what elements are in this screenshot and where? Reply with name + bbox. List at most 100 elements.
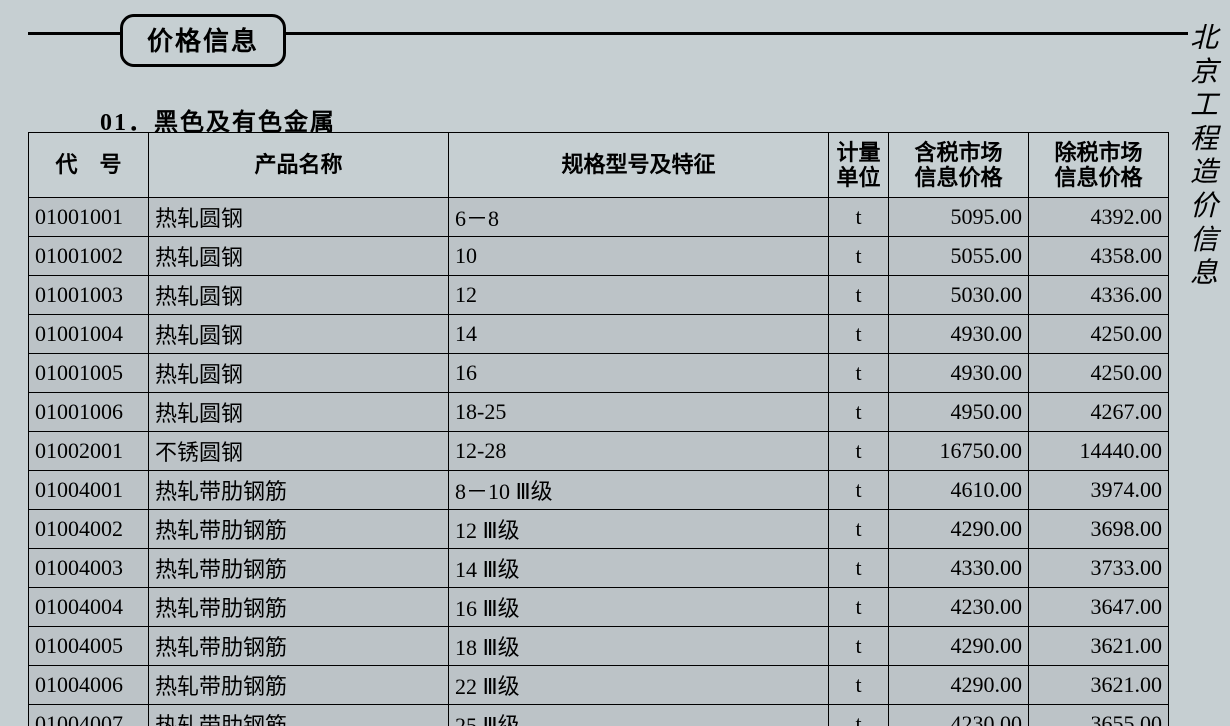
cell-spec: 25 Ⅲ级 [449, 705, 829, 726]
table-body: 01001001热轧圆钢6－8t5095.004392.0001001002热轧… [29, 198, 1169, 726]
cell-price-tax: 16750.00 [889, 432, 1029, 471]
cell-code: 01004006 [29, 666, 149, 705]
th-spec: 规格型号及特征 [449, 133, 829, 198]
vertical-title-char: 造 [1190, 156, 1216, 190]
table-row: 01001006热轧圆钢18-25t4950.004267.00 [29, 393, 1169, 432]
cell-price-tax: 4610.00 [889, 471, 1029, 510]
table-row: 01004005热轧带肋钢筋18 Ⅲ级t4290.003621.00 [29, 627, 1169, 666]
cell-price-notax: 4250.00 [1029, 354, 1169, 393]
cell-price-notax: 3974.00 [1029, 471, 1169, 510]
table-head: 代 号 产品名称 规格型号及特征 计量单位 含税市场信息价格 除税市场信息价格 [29, 133, 1169, 198]
cell-price-notax: 4358.00 [1029, 237, 1169, 276]
table-row: 01001004热轧圆钢14t4930.004250.00 [29, 315, 1169, 354]
cell-code: 01001001 [29, 198, 149, 237]
cell-code: 01001005 [29, 354, 149, 393]
cell-name: 热轧带肋钢筋 [149, 549, 449, 588]
cell-spec: 16 Ⅲ级 [449, 588, 829, 627]
vertical-title-char: 程 [1190, 123, 1216, 157]
cell-spec: 14 [449, 315, 829, 354]
vertical-title-char: 息 [1190, 257, 1216, 291]
cell-unit: t [829, 315, 889, 354]
cell-spec: 12 [449, 276, 829, 315]
th-code: 代 号 [29, 133, 149, 198]
cell-name: 不锈圆钢 [149, 432, 449, 471]
vertical-title-char: 北 [1190, 22, 1216, 56]
cell-name: 热轧带肋钢筋 [149, 471, 449, 510]
cell-price-tax: 4330.00 [889, 549, 1029, 588]
cell-price-notax: 4392.00 [1029, 198, 1169, 237]
cell-price-notax: 4336.00 [1029, 276, 1169, 315]
cell-spec: 18 Ⅲ级 [449, 627, 829, 666]
th-price-tax: 含税市场信息价格 [889, 133, 1029, 198]
cell-name: 热轧带肋钢筋 [149, 705, 449, 726]
page-root: { "background_color": "#c6cfd2", "row_ba… [0, 0, 1230, 726]
cell-unit: t [829, 276, 889, 315]
cell-name: 热轧带肋钢筋 [149, 627, 449, 666]
th-unit: 计量单位 [829, 133, 889, 198]
vertical-page-title: 北京工程造价信息 [1190, 22, 1216, 291]
cell-name: 热轧带肋钢筋 [149, 666, 449, 705]
cell-spec: 6－8 [449, 198, 829, 237]
cell-code: 01004001 [29, 471, 149, 510]
table-row: 01004006热轧带肋钢筋22 Ⅲ级t4290.003621.00 [29, 666, 1169, 705]
table-row: 01002001不锈圆钢12-28t16750.0014440.00 [29, 432, 1169, 471]
cell-code: 01002001 [29, 432, 149, 471]
cell-price-tax: 5055.00 [889, 237, 1029, 276]
vertical-title-char: 信 [1190, 224, 1216, 258]
cell-name: 热轧圆钢 [149, 276, 449, 315]
cell-price-tax: 4290.00 [889, 627, 1029, 666]
cell-code: 01004003 [29, 549, 149, 588]
cell-unit: t [829, 705, 889, 726]
cell-price-tax: 5095.00 [889, 198, 1029, 237]
cell-name: 热轧带肋钢筋 [149, 588, 449, 627]
cell-name: 热轧带肋钢筋 [149, 510, 449, 549]
cell-code: 01001003 [29, 276, 149, 315]
cell-price-tax: 4230.00 [889, 588, 1029, 627]
cell-spec: 8－10 Ⅲ级 [449, 471, 829, 510]
table-row: 01004007热轧带肋钢筋25 Ⅲ级t4230.003655.00 [29, 705, 1169, 726]
cell-price-tax: 4950.00 [889, 393, 1029, 432]
cell-name: 热轧圆钢 [149, 354, 449, 393]
cell-price-notax: 3621.00 [1029, 627, 1169, 666]
cell-spec: 12-28 [449, 432, 829, 471]
cell-spec: 18-25 [449, 393, 829, 432]
cell-unit: t [829, 198, 889, 237]
cell-name: 热轧圆钢 [149, 315, 449, 354]
table-row: 01004002热轧带肋钢筋12 Ⅲ级t4290.003698.00 [29, 510, 1169, 549]
cell-unit: t [829, 432, 889, 471]
vertical-title-char: 工 [1190, 89, 1216, 123]
cell-unit: t [829, 666, 889, 705]
th-price-notax: 除税市场信息价格 [1029, 133, 1169, 198]
cell-unit: t [829, 627, 889, 666]
th-name: 产品名称 [149, 133, 449, 198]
cell-unit: t [829, 354, 889, 393]
price-table: 代 号 产品名称 规格型号及特征 计量单位 含税市场信息价格 除税市场信息价格 … [28, 132, 1169, 726]
cell-unit: t [829, 588, 889, 627]
cell-spec: 22 Ⅲ级 [449, 666, 829, 705]
cell-price-tax: 4290.00 [889, 666, 1029, 705]
cell-code: 01001006 [29, 393, 149, 432]
cell-price-tax: 4230.00 [889, 705, 1029, 726]
table-row: 01001002热轧圆钢10t5055.004358.00 [29, 237, 1169, 276]
table-row: 01001001热轧圆钢6－8t5095.004392.00 [29, 198, 1169, 237]
cell-price-notax: 4250.00 [1029, 315, 1169, 354]
cell-price-notax: 3621.00 [1029, 666, 1169, 705]
cell-code: 01004004 [29, 588, 149, 627]
table-row: 01001005热轧圆钢16t4930.004250.00 [29, 354, 1169, 393]
cell-spec: 12 Ⅲ级 [449, 510, 829, 549]
cell-code: 01001004 [29, 315, 149, 354]
cell-price-notax: 4267.00 [1029, 393, 1169, 432]
cell-name: 热轧圆钢 [149, 393, 449, 432]
cell-code: 01001002 [29, 237, 149, 276]
cell-price-notax: 14440.00 [1029, 432, 1169, 471]
cell-unit: t [829, 471, 889, 510]
cell-price-notax: 3647.00 [1029, 588, 1169, 627]
tab-label: 价格信息 [120, 14, 286, 67]
cell-price-notax: 3655.00 [1029, 705, 1169, 726]
table-row: 01001003热轧圆钢12t5030.004336.00 [29, 276, 1169, 315]
cell-unit: t [829, 393, 889, 432]
cell-unit: t [829, 549, 889, 588]
cell-spec: 16 [449, 354, 829, 393]
table-header-row: 代 号 产品名称 规格型号及特征 计量单位 含税市场信息价格 除税市场信息价格 [29, 133, 1169, 198]
cell-code: 01004002 [29, 510, 149, 549]
